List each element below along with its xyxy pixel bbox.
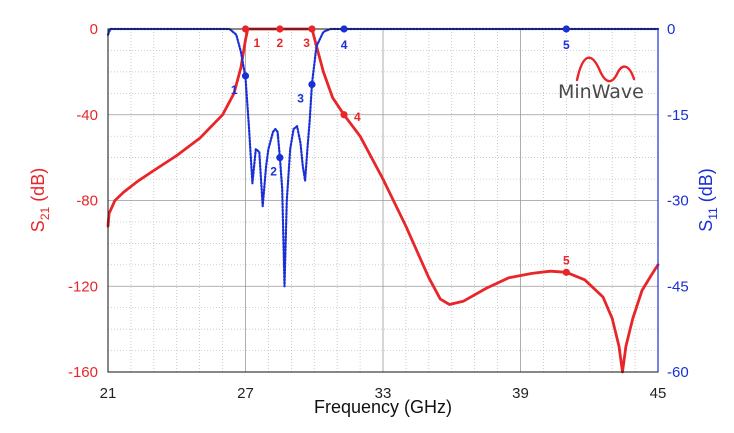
logo-text: MinWave [558, 81, 644, 103]
y-left-tick-label: -80 [76, 193, 98, 210]
marker-label-s11: 5 [563, 38, 570, 52]
x-tick-label: 39 [512, 385, 529, 402]
y-right-tick-label: -30 [667, 193, 689, 210]
marker-point-s11 [276, 154, 284, 162]
marker-point-s11 [308, 80, 316, 89]
markers-layer: 1 2 3 4 5 1 2 3 4 5 [231, 25, 570, 276]
minwave-logo: MinWave [558, 56, 644, 103]
y-left-tick-label: 0 [90, 21, 98, 38]
y-right-axis-title: S11 (dB) [696, 168, 720, 232]
x-tick-label: 33 [375, 385, 392, 402]
y-right-tick-label: -15 [667, 107, 689, 124]
marker-label-s11: 4 [341, 38, 348, 52]
series-line-s21 [106, 27, 660, 374]
x-tick-label: 45 [650, 385, 667, 402]
marker-point-s21 [308, 25, 316, 33]
y-left-axis-title: S21 (dB) [28, 168, 52, 232]
y-left-tick-label: -40 [76, 107, 98, 124]
marker-label-s21: 1 [254, 36, 261, 50]
marker-point-s21 [276, 25, 284, 33]
y-left-tick-label: -160 [68, 364, 98, 381]
marker-point-s21 [562, 268, 570, 276]
y-right-tick-label: -60 [667, 364, 689, 381]
logo-wave-icon [575, 56, 636, 83]
marker-point-s11 [562, 25, 570, 33]
marker-label-s21: 4 [354, 110, 361, 124]
marker-label-s11: 3 [297, 91, 304, 105]
y-right-tick-label: -45 [667, 278, 689, 295]
marker-point-s21 [340, 111, 348, 119]
marker-label-s21: 2 [277, 36, 284, 50]
marker-point-s11 [241, 72, 250, 80]
x-tick-label: 27 [237, 385, 254, 402]
marker-label-s21: 3 [303, 36, 310, 50]
marker-point-s21 [241, 25, 250, 33]
x-tick-label: 21 [100, 385, 117, 402]
y-left-tick-label: -120 [68, 278, 98, 295]
marker-point-s11 [340, 25, 348, 33]
marker-label-s11: 2 [270, 165, 277, 179]
y-right-tick-label: 0 [667, 21, 675, 38]
marker-label-s11: 1 [231, 83, 238, 97]
x-axis-title: Frequency (GHz) [314, 397, 452, 417]
marker-label-s21: 5 [563, 253, 570, 267]
